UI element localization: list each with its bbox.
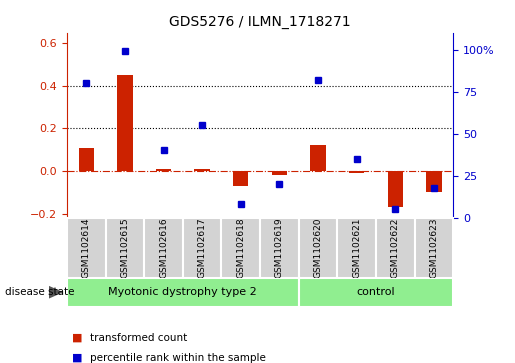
Text: disease state: disease state [5, 287, 75, 297]
Text: GSM1102623: GSM1102623 [430, 217, 438, 278]
Text: GSM1102617: GSM1102617 [198, 217, 207, 278]
Text: GSM1102619: GSM1102619 [275, 217, 284, 278]
Text: ■: ■ [72, 352, 82, 363]
Text: GSM1102622: GSM1102622 [391, 217, 400, 278]
Text: Myotonic dystrophy type 2: Myotonic dystrophy type 2 [109, 287, 257, 297]
Bar [183, 218, 221, 278]
Bar [117, 75, 133, 171]
Bar [337, 218, 376, 278]
Bar [260, 218, 299, 278]
Bar [349, 171, 364, 173]
Bar [299, 278, 453, 307]
Bar [144, 218, 183, 278]
Bar [78, 148, 94, 171]
Text: control: control [356, 287, 396, 297]
Text: transformed count: transformed count [90, 333, 187, 343]
Bar [194, 169, 210, 171]
Text: GSM1102618: GSM1102618 [236, 217, 245, 278]
Bar [272, 171, 287, 175]
Bar [156, 169, 171, 171]
Bar [310, 146, 325, 171]
Bar [426, 171, 442, 192]
Bar [415, 218, 453, 278]
Text: GSM1102616: GSM1102616 [159, 217, 168, 278]
Bar [67, 278, 299, 307]
Text: percentile rank within the sample: percentile rank within the sample [90, 352, 266, 363]
Bar [221, 218, 260, 278]
Bar [299, 218, 337, 278]
Bar [67, 218, 106, 278]
Bar [233, 171, 249, 186]
Text: GSM1102621: GSM1102621 [352, 217, 361, 278]
Text: GSM1102614: GSM1102614 [82, 217, 91, 278]
Text: ■: ■ [72, 333, 82, 343]
Bar [106, 218, 144, 278]
Polygon shape [49, 286, 63, 298]
Text: GSM1102620: GSM1102620 [314, 217, 322, 278]
Title: GDS5276 / ILMN_1718271: GDS5276 / ILMN_1718271 [169, 15, 351, 29]
Text: GSM1102615: GSM1102615 [121, 217, 129, 278]
Bar [376, 218, 415, 278]
Bar [387, 171, 403, 207]
